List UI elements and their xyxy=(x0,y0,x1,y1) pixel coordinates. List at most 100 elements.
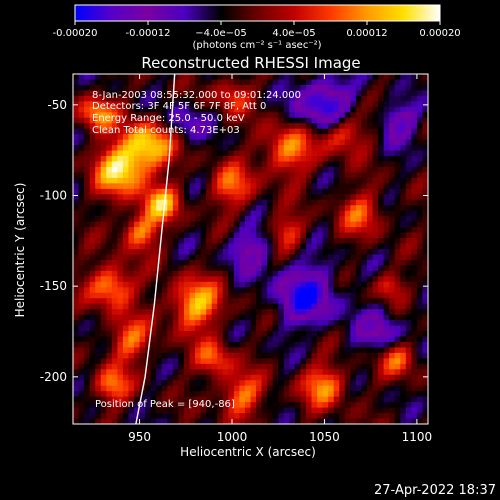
heatmap-cell xyxy=(73,79,80,86)
heatmap-cell xyxy=(89,128,96,135)
heatmap-cell xyxy=(405,177,412,184)
heatmap-cell xyxy=(300,79,307,86)
heatmap-cell xyxy=(183,150,191,157)
heatmap-cell xyxy=(294,281,302,288)
heatmap-cell xyxy=(394,281,401,288)
heatmap-cell xyxy=(89,216,96,223)
heatmap-cell xyxy=(73,259,80,267)
heatmap-cell xyxy=(111,402,118,409)
heatmap-cell xyxy=(322,194,329,201)
heatmap-cell xyxy=(244,134,252,141)
heatmap-cell xyxy=(172,150,179,157)
heatmap-cell xyxy=(317,259,324,267)
heatmap-cell xyxy=(106,74,113,81)
heatmap-cell xyxy=(211,221,218,228)
heatmap-cell xyxy=(89,205,96,212)
heatmap-cell xyxy=(411,391,418,398)
heatmap-cell xyxy=(294,238,302,245)
heatmap-cell xyxy=(134,134,141,141)
heatmap-cell xyxy=(411,270,418,277)
heatmap-cell xyxy=(383,128,390,135)
heatmap-cell xyxy=(78,123,85,130)
heatmap-cell xyxy=(383,227,390,234)
heatmap-cell xyxy=(311,303,318,310)
heatmap-cell xyxy=(200,101,207,108)
heatmap-cell xyxy=(422,385,428,392)
heatmap-cell xyxy=(289,188,296,195)
heatmap-cell xyxy=(183,347,191,354)
heatmap-cell xyxy=(250,194,257,201)
heatmap-cell xyxy=(128,358,135,365)
heatmap-cell xyxy=(178,369,185,376)
heatmap-cell xyxy=(333,150,340,157)
heatmap-cell xyxy=(305,254,313,261)
heatmap-cell xyxy=(372,336,379,343)
heatmap-cell xyxy=(78,243,85,250)
heatmap-cell xyxy=(278,347,285,354)
heatmap-cell xyxy=(305,166,313,174)
heatmap-cell xyxy=(372,309,379,316)
heatmap-cell xyxy=(400,418,407,424)
heatmap-cell xyxy=(100,270,107,277)
heatmap-cell xyxy=(122,363,130,370)
heatmap-cell xyxy=(111,270,118,277)
heatmap-cell xyxy=(344,352,351,359)
heatmap-cell xyxy=(244,90,252,97)
heatmap-cell xyxy=(256,265,263,272)
heatmap-cell xyxy=(328,238,335,245)
heatmap-cell xyxy=(300,287,307,294)
heatmap-cell xyxy=(361,79,368,86)
heatmap-cell xyxy=(366,320,374,327)
heatmap-cell xyxy=(261,391,268,398)
heatmap-cell xyxy=(78,172,85,179)
heatmap-cell xyxy=(78,205,85,212)
heatmap-cell xyxy=(383,172,390,179)
heatmap-cell xyxy=(366,145,374,152)
heatmap-cell xyxy=(333,347,340,354)
heatmap-cell xyxy=(228,347,235,354)
heatmap-cell xyxy=(250,166,257,174)
heatmap-cell xyxy=(361,418,368,424)
heatmap-cell xyxy=(100,139,107,146)
heatmap-cell xyxy=(239,320,246,327)
heatmap-cell xyxy=(328,227,335,234)
heatmap-cell xyxy=(378,331,385,338)
heatmap-cell xyxy=(150,320,157,327)
heatmap-cell xyxy=(183,341,191,349)
heatmap-cell xyxy=(195,243,202,250)
heatmap-cell xyxy=(217,391,224,398)
heatmap-cell xyxy=(139,227,146,234)
heatmap-cell xyxy=(73,391,80,398)
heatmap-cell xyxy=(317,74,324,81)
heatmap-cell xyxy=(422,287,428,294)
heatmap-cell xyxy=(84,139,91,146)
heatmap-cell xyxy=(111,298,118,305)
heatmap-cell xyxy=(322,216,329,223)
heatmap-cell xyxy=(244,396,252,403)
heatmap-cell xyxy=(244,232,252,239)
heatmap-cell xyxy=(317,352,324,359)
heatmap-cell xyxy=(117,259,124,267)
heatmap-cell xyxy=(256,374,263,381)
heatmap-cell xyxy=(383,145,390,152)
heatmap-cell xyxy=(128,188,135,195)
heatmap-cell xyxy=(383,139,390,146)
heatmap-cell xyxy=(122,205,130,212)
heatmap-cell xyxy=(78,188,85,195)
heatmap-cell xyxy=(328,79,335,86)
heatmap-cell xyxy=(372,150,379,157)
heatmap-cell xyxy=(228,413,235,420)
heatmap-cell xyxy=(300,123,307,130)
heatmap-cell xyxy=(200,172,207,179)
heatmap-cell xyxy=(128,407,135,414)
heatmap-cell xyxy=(195,90,202,97)
heatmap-cell xyxy=(217,188,224,195)
heatmap-cell xyxy=(339,205,346,212)
heatmap-cell xyxy=(195,385,202,392)
heatmap-cell xyxy=(183,177,191,184)
heatmap-cell xyxy=(355,385,363,392)
heatmap-cell xyxy=(200,79,207,86)
heatmap-cell xyxy=(416,309,424,316)
heatmap-cell xyxy=(222,270,229,277)
heatmap-cell xyxy=(366,303,374,310)
